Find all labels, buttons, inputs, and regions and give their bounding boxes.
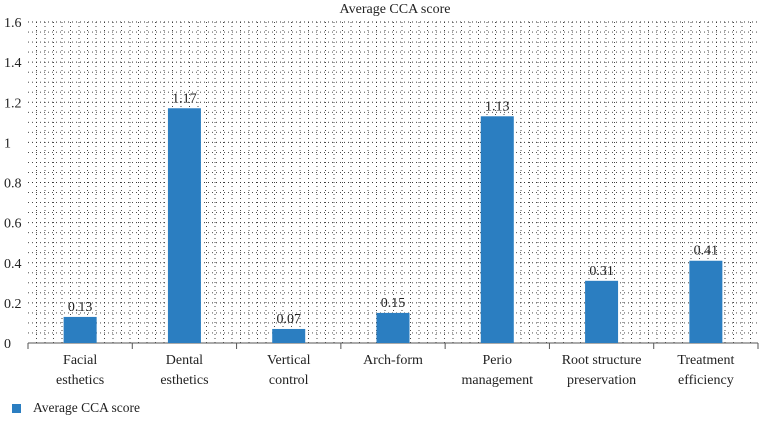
data-labels: 0.13 1.17 0.07 0.15 1.13 0.31 0.41: [68, 91, 718, 327]
bars: [63, 108, 723, 343]
x-tick-label: Facial: [63, 353, 97, 368]
legend-swatch: [12, 403, 21, 413]
x-tick-label: Root structure: [562, 353, 642, 368]
data-label: 1.17: [172, 91, 197, 106]
x-tick-label: Arch-form: [363, 353, 423, 368]
grid: [28, 21, 758, 343]
x-tick-labels: Facial esthetics Dental esthetics Vertical co…: [56, 353, 734, 388]
y-tick-label: 1: [4, 136, 11, 151]
x-tick-label: efficiency: [678, 373, 734, 388]
data-label: 0.07: [276, 312, 301, 327]
x-tick-label: Dental: [166, 353, 203, 368]
axes: [27, 342, 759, 349]
data-label: 0.15: [381, 296, 406, 311]
x-tick-label: esthetics: [160, 373, 208, 388]
x-tick-label: Perio: [483, 353, 513, 368]
bar: [585, 280, 619, 343]
y-tick-labels: 0 0.2 0.4 0.6 0.8 1 1.2 1.4 1.6: [4, 16, 22, 352]
data-label: 1.13: [485, 99, 510, 114]
legend: Average CCA score: [12, 399, 140, 417]
y-tick-label: 0.2: [4, 297, 22, 312]
y-tick-label: 0: [4, 337, 11, 352]
y-tick-label: 1.6: [4, 16, 22, 31]
y-tick-label: 1.2: [4, 96, 22, 111]
bar: [480, 116, 514, 343]
y-tick-label: 1.4: [4, 56, 22, 71]
bar: [272, 328, 306, 343]
x-tick-label: Vertical: [267, 353, 311, 368]
y-tick-label: 0.6: [4, 217, 22, 232]
data-label: 0.31: [589, 264, 614, 279]
chart-title: Average CCA score: [340, 2, 451, 17]
x-tick-label: preservation: [567, 373, 636, 388]
x-tick-label: esthetics: [56, 373, 104, 388]
legend-label: Average CCA score: [33, 400, 140, 415]
x-tick-label: management: [462, 373, 534, 388]
bar: [689, 260, 723, 343]
bar: [167, 108, 201, 343]
bar: [63, 316, 97, 343]
y-tick-label: 0.4: [4, 257, 22, 272]
data-label: 0.13: [68, 300, 93, 315]
x-tick-label: control: [269, 373, 309, 388]
data-label: 0.41: [694, 244, 719, 259]
y-tick-label: 0.8: [4, 177, 22, 192]
x-tick-label: Treatment: [677, 353, 734, 368]
bar: [376, 312, 410, 343]
